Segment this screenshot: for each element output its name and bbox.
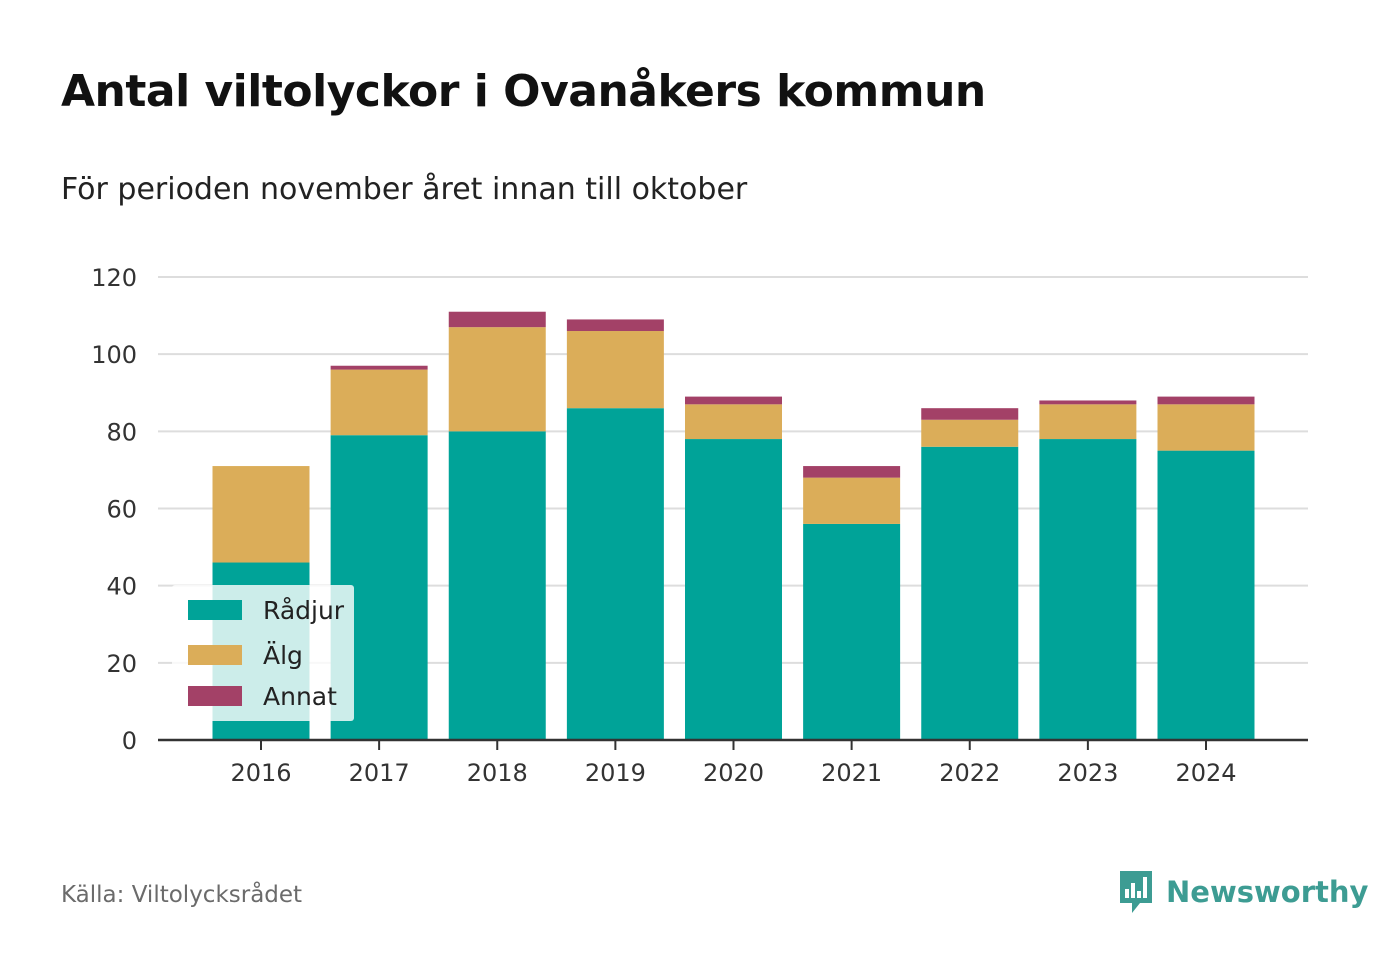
bar-radjur-2022 <box>921 446 1019 740</box>
bar-annat-2019 <box>566 319 664 332</box>
legend-item-alg: Älg <box>188 640 303 670</box>
source-note: Källa: Viltolycksrådet <box>61 882 303 908</box>
bar-alg-2024 <box>1157 404 1255 451</box>
chart-legend: Rådjur Älg Annat <box>172 585 354 721</box>
bar-annat-2020 <box>685 396 782 405</box>
x-tick-label-2017: 2017 <box>349 759 410 787</box>
legend-label-alg: Älg <box>263 640 303 670</box>
x-tick-label-2018: 2018 <box>467 759 528 787</box>
bar-alg-2020 <box>685 404 782 440</box>
x-tick-label-2020: 2020 <box>703 759 764 787</box>
bar-annat-2022 <box>921 408 1019 420</box>
legend-label-annat: Annat <box>263 681 337 711</box>
legend-swatch-alg <box>188 645 242 665</box>
bar-annat-2021 <box>803 466 901 478</box>
legend-item-annat: Annat <box>188 681 337 711</box>
bar-alg-2019 <box>566 331 664 409</box>
chart-subtitle: För perioden november året innan till ok… <box>61 172 748 207</box>
y-tick-label-0: 0 <box>122 727 137 755</box>
x-tick-label-2021: 2021 <box>821 759 882 787</box>
x-tick-label-2023: 2023 <box>1057 759 1118 787</box>
newsworthy-logo[interactable]: Newsworthy <box>1118 868 1368 916</box>
legend-label-radjur: Rådjur <box>263 595 345 625</box>
brand-name: Newsworthy <box>1166 875 1369 909</box>
bar-radjur-2018 <box>448 431 546 740</box>
bar-alg-2017 <box>330 369 428 436</box>
y-tick-label-100: 100 <box>91 341 137 369</box>
legend-swatch-radjur <box>188 600 242 620</box>
bar-alg-2016 <box>212 466 310 563</box>
bar-annat-2024 <box>1157 396 1255 405</box>
bar-alg-2022 <box>921 419 1019 447</box>
y-tick-label-60: 60 <box>106 496 137 524</box>
x-tick-label-2019: 2019 <box>585 759 646 787</box>
legend-swatch-annat <box>188 686 242 706</box>
y-tick-label-120: 120 <box>91 264 137 292</box>
y-tick-label-20: 20 <box>106 650 137 678</box>
bar-alg-2021 <box>803 477 901 524</box>
x-tick-label-2022: 2022 <box>939 759 1000 787</box>
y-tick-label-40: 40 <box>106 573 137 601</box>
bar-radjur-2023 <box>1039 439 1137 740</box>
y-tick-label-80: 80 <box>106 418 137 446</box>
bar-annat-2023 <box>1039 400 1137 405</box>
bar-radjur-2020 <box>685 439 782 740</box>
legend-item-radjur: Rådjur <box>188 595 344 625</box>
bar-radjur-2021 <box>803 523 901 740</box>
bar-annat-2018 <box>448 311 546 328</box>
bar-radjur-2019 <box>566 408 664 740</box>
bar-annat-2017 <box>330 365 428 370</box>
x-tick-label-2024: 2024 <box>1175 759 1236 787</box>
x-tick-label-2016: 2016 <box>230 759 291 787</box>
newsworthy-logo-icon <box>1120 871 1152 913</box>
bar-radjur-2024 <box>1157 450 1255 740</box>
bar-alg-2018 <box>448 327 546 432</box>
chart-title: Antal viltolyckor i Ovanåkers kommun <box>61 66 986 117</box>
bar-alg-2023 <box>1039 404 1137 440</box>
